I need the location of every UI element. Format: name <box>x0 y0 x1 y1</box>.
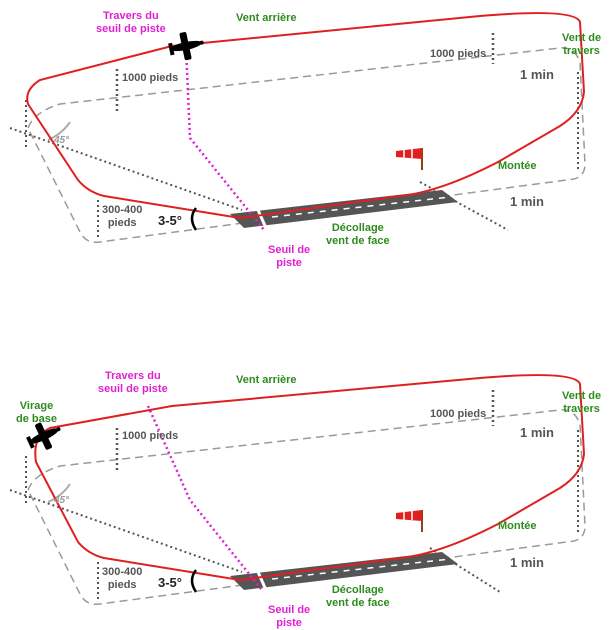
top-diagram <box>9 12 586 244</box>
bottom-glide-angle-label: 3-5° <box>158 575 182 590</box>
bottom-diagram <box>9 374 586 606</box>
top-glide-angle-label: 3-5° <box>158 213 182 228</box>
top-abeam-threshold-label: Travers du seuil de piste <box>96 10 166 35</box>
windsock-icon <box>396 510 423 532</box>
bottom-threshold-label: Seuil de piste <box>268 604 311 629</box>
top-takeoff-label: Décollage vent de face <box>326 222 390 247</box>
bottom-abeam-threshold-label: Travers du seuil de piste <box>98 370 168 395</box>
top-threshold-mark <box>256 209 268 229</box>
bottom-takeoff-label: Décollage vent de face <box>326 584 390 609</box>
bottom-angle-label: 45° <box>54 495 70 506</box>
bottom-runway-extension-line <box>429 547 501 593</box>
top-45-line <box>9 127 243 211</box>
bottom-45-line <box>9 489 243 573</box>
top-runway-centerline <box>271 196 451 218</box>
top-abeam-line <box>184 47 265 231</box>
bottom-time-top-label: 1 min <box>520 425 554 440</box>
top-glide-arc <box>190 207 198 231</box>
bottom-45-arc <box>47 483 71 503</box>
top-circuit-path <box>26 12 586 220</box>
bottom-glide-arc <box>190 569 198 593</box>
top-threshold-label: Seuil de piste <box>268 244 311 269</box>
bottom-base-turn-label: Virage de base <box>16 400 57 425</box>
bottom-ground-projection <box>27 409 586 606</box>
bottom-climb-label: Montée <box>498 520 537 532</box>
bottom-threshold-mark <box>256 571 268 591</box>
top-runway-extension-line <box>419 181 509 231</box>
top-alt-left-label: 1000 pieds <box>122 72 179 84</box>
windsock-icon <box>396 148 423 170</box>
bottom-downwind-label: Vent arrière <box>236 374 297 386</box>
top-downwind-label: Vent arrière <box>236 12 297 24</box>
top-angle-label: 45° <box>54 135 70 146</box>
bottom-circuit-path <box>34 374 586 582</box>
airplane-icon <box>26 422 61 450</box>
bottom-alt-right-label: 1000 pieds <box>430 408 487 420</box>
bottom-time-bottom-label: 1 min <box>510 555 544 570</box>
bottom-runway-centerline <box>271 558 451 580</box>
top-time-bottom-label: 1 min <box>510 194 544 209</box>
top-ground-projection <box>27 47 586 244</box>
top-crosswind-label: Vent de travers <box>562 32 602 57</box>
bottom-low-alt-label: 300-400 pieds <box>102 566 143 591</box>
top-low-alt-label: 300-400 pieds <box>102 204 143 229</box>
airplane-icon <box>168 32 204 61</box>
top-alt-right-label: 1000 pieds <box>430 48 487 60</box>
bottom-crosswind-label: Vent de travers <box>562 390 602 415</box>
top-time-top-label: 1 min <box>520 67 554 82</box>
top-climb-label: Montée <box>498 160 537 172</box>
bottom-alt-left-label: 1000 pieds <box>122 430 179 442</box>
